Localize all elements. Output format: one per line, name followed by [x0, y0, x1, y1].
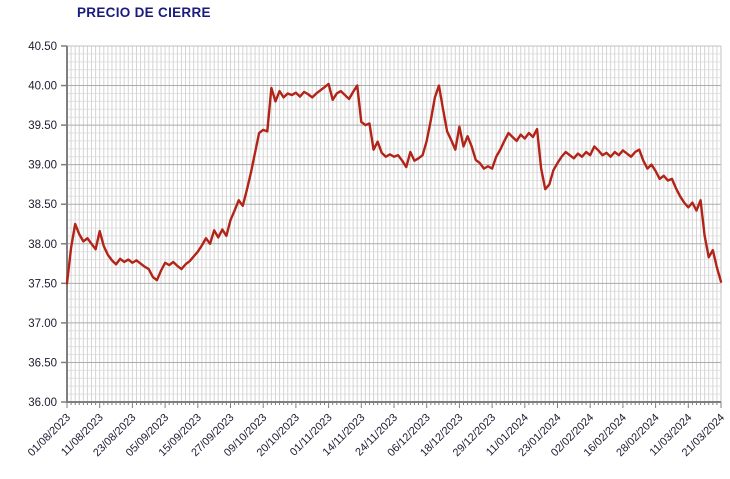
- y-tick-label: 40.50: [28, 41, 57, 53]
- y-tick-label: 38.00: [28, 239, 57, 251]
- price-line-series: [65, 82, 723, 285]
- y-tick-label: 36.50: [28, 357, 57, 369]
- y-tick-label: 36.00: [28, 397, 57, 409]
- chart-title: PRECIO DE CIERRE: [77, 5, 211, 20]
- y-tick-label: 39.00: [28, 160, 57, 172]
- y-tick-label: 39.50: [28, 120, 57, 132]
- y-tick-label: 37.00: [28, 318, 57, 330]
- y-tick-label: 38.50: [28, 199, 57, 211]
- y-tick-label: 40.00: [28, 81, 57, 93]
- y-tick-label: 37.50: [28, 278, 57, 290]
